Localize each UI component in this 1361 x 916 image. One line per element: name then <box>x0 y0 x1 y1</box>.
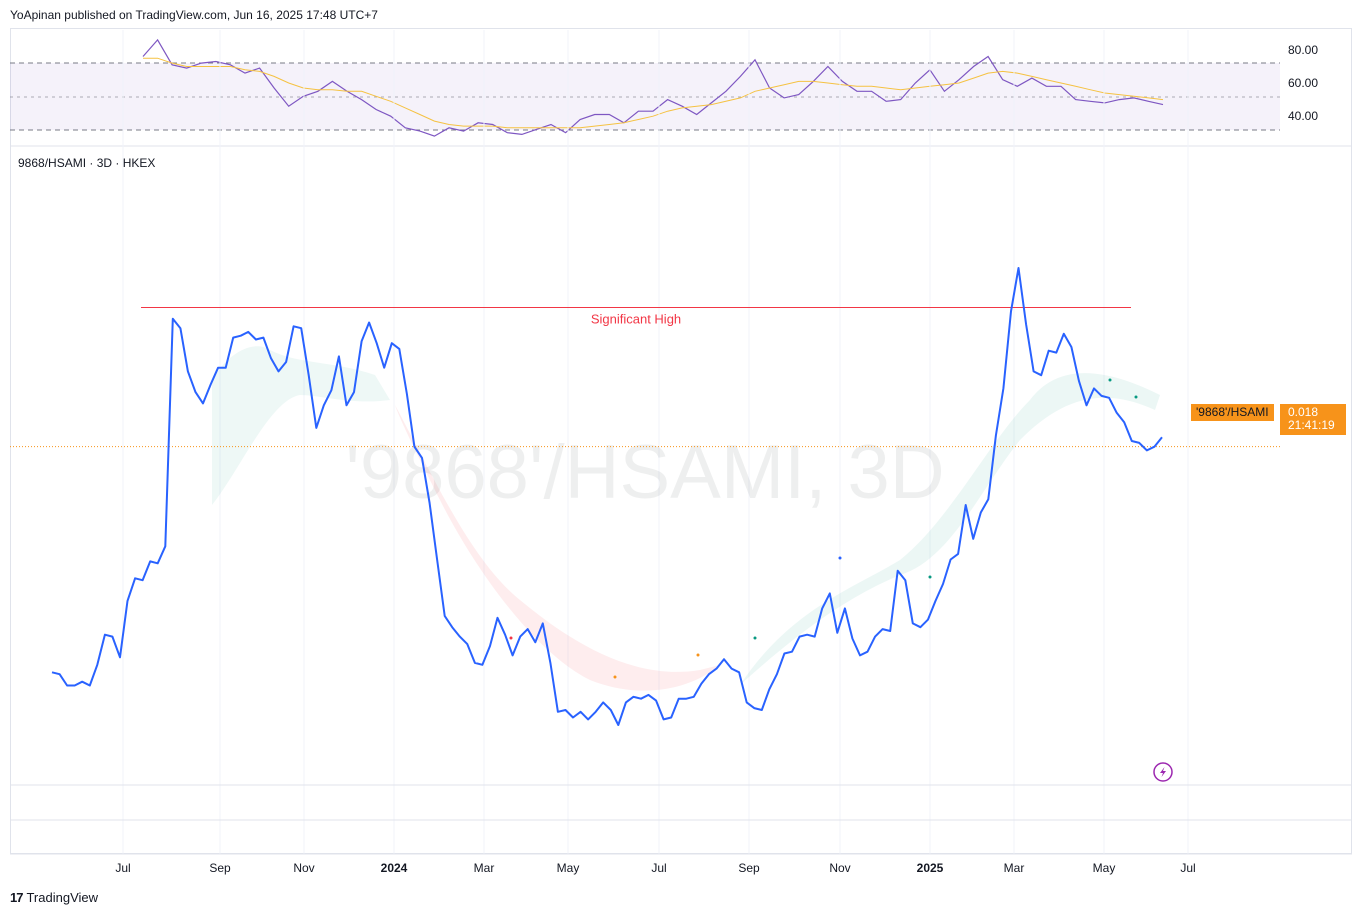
watermark: '9868'/HSAMI, 3D <box>345 430 944 515</box>
x-tick-label: May <box>557 861 580 875</box>
rsi-tick-label: 60.00 <box>1288 76 1318 90</box>
x-tick-label: 2025 <box>917 861 944 875</box>
sell-marker <box>696 653 700 657</box>
tradingview-logo-icon: 17 <box>10 890 24 905</box>
symbol-price-tag: '9868'/HSAMI <box>1191 404 1274 421</box>
last-price-tag: 0.018 21:41:19 <box>1280 404 1346 435</box>
symbol-label: 9868/HSAMI · 3D · HKEX <box>18 156 156 170</box>
bullish-cloud-late <box>740 373 1160 685</box>
brand-name: TradingView <box>26 890 99 905</box>
rsi-panel: 80.00 60.00 40.00 <box>10 38 1352 147</box>
x-tick-label: Jul <box>1180 861 1195 875</box>
rsi-tick-label: 80.00 <box>1288 43 1318 57</box>
x-tick-label: Nov <box>829 861 850 875</box>
buy-marker <box>928 575 932 579</box>
buy-marker <box>838 556 842 560</box>
x-tick-label: Sep <box>738 861 760 875</box>
x-tick-label: 2024 <box>381 861 408 875</box>
x-tick-label: Nov <box>293 861 314 875</box>
bearish-cloud <box>395 405 720 691</box>
rsi-tick-label: 40.00 <box>1288 109 1318 123</box>
bullish-cloud-early <box>212 346 390 505</box>
price-panel: '9868'/HSAMI, 3D Significant High <box>10 267 1280 726</box>
buy-marker <box>1108 378 1112 382</box>
x-tick-label: Mar <box>1004 861 1025 875</box>
x-tick-label: Mar <box>474 861 495 875</box>
x-tick-label: Jul <box>115 861 130 875</box>
last-price-value: 0.018 <box>1288 405 1319 419</box>
signal-markers <box>509 378 1138 679</box>
buy-marker <box>753 636 757 640</box>
grid-lines <box>122 30 1189 854</box>
significant-high-label: Significant High <box>591 311 681 326</box>
rsi-line <box>142 38 1164 137</box>
x-tick-label: Jul <box>651 861 666 875</box>
x-tick-label: May <box>1093 861 1116 875</box>
bar-countdown: 21:41:19 <box>1288 418 1335 432</box>
tradingview-logo[interactable]: 17 TradingView <box>10 890 98 905</box>
publish-header: YoApinan published on TradingView.com, J… <box>10 8 378 22</box>
sell-marker <box>509 636 513 640</box>
price-line <box>51 267 1163 726</box>
sell-marker <box>613 675 617 679</box>
buy-marker <box>1134 395 1138 399</box>
rsi-ma-line <box>143 57 1164 129</box>
x-tick-label: Sep <box>209 861 231 875</box>
lightning-icon[interactable] <box>1153 762 1173 782</box>
